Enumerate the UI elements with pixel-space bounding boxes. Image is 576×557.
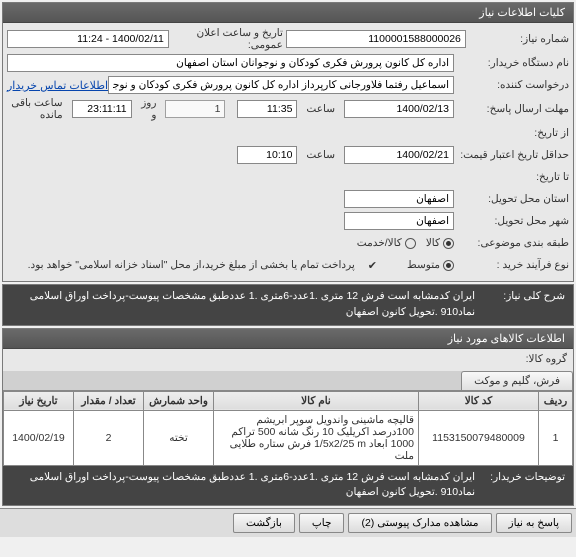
- radio-dot-icon: [443, 238, 454, 249]
- buyer-label: نام دستگاه خریدار:: [454, 57, 569, 69]
- remain-word: ساعت باقی مانده: [7, 97, 66, 121]
- city-field[interactable]: [344, 212, 454, 230]
- budget-label: طبقه بندی موضوعی:: [454, 237, 569, 249]
- radio-service[interactable]: کالا/خدمت: [357, 237, 416, 249]
- table-cell: 2: [74, 410, 144, 465]
- radio-dot-icon: [443, 260, 454, 271]
- radio-dot-icon: [405, 238, 416, 249]
- requester-label: درخواست کننده:: [454, 79, 569, 91]
- radio-mid[interactable]: متوسط: [407, 259, 454, 271]
- time-word-1: ساعت: [303, 103, 338, 115]
- buyer-field[interactable]: [7, 54, 454, 72]
- table-cell: 1153150079480009: [419, 410, 539, 465]
- col-name: نام کالا: [214, 391, 419, 410]
- deadline-time[interactable]: [237, 100, 297, 118]
- panel1-title: کلیات اطلاعات نیاز: [3, 3, 573, 23]
- to-date-label: تا تاریخ:: [454, 171, 569, 183]
- attachments-button[interactable]: مشاهده مدارک پیوستی (2): [348, 513, 491, 533]
- check-icon: ✔: [368, 259, 377, 272]
- table-cell: قالیچه ماشینی واندویل سوپر ابریشم 100درص…: [214, 410, 419, 465]
- process-label: نوع فرآیند خرید :: [454, 259, 569, 271]
- col-unit: واحد شمارش: [144, 391, 214, 410]
- reply-button[interactable]: پاسخ به نیاز: [496, 513, 572, 533]
- state-label: استان محل تحویل:: [454, 193, 569, 205]
- from-date-label: از تاریخ:: [454, 127, 569, 139]
- buyer-notes: ایران کدمشابه است فرش 12 متری .1عدد-6متر…: [11, 470, 475, 502]
- deadline-date[interactable]: [344, 100, 454, 118]
- announce-label: تاریخ و ساعت اعلان عمومی:: [169, 27, 286, 51]
- footer-bar: پاسخ به نیاز مشاهده مدارک پیوستی (2) چاپ…: [0, 508, 576, 537]
- panel-goods-info: اطلاعات کالاهای مورد نیاز گروه کالا: فرش…: [2, 328, 574, 507]
- table-cell: 1: [539, 410, 573, 465]
- requester-field[interactable]: [108, 76, 454, 94]
- need-no-field[interactable]: [286, 30, 466, 48]
- state-field[interactable]: [344, 190, 454, 208]
- table-cell: 1400/02/19: [4, 410, 74, 465]
- announce-field[interactable]: [7, 30, 169, 48]
- tab-bar: فرش، گلیم و موکت: [3, 371, 573, 391]
- valid-date[interactable]: [344, 146, 454, 164]
- days-remain: [165, 100, 225, 118]
- radio-goods[interactable]: کالا: [426, 237, 454, 249]
- tab-carpet[interactable]: فرش، گلیم و موکت: [461, 371, 573, 390]
- valid-time[interactable]: [237, 146, 297, 164]
- col-qty: تعداد / مقدار: [74, 391, 144, 410]
- days-word: روز و: [138, 97, 160, 121]
- buyer-notes-label: توضیحات خریدار:: [475, 470, 565, 502]
- back-button[interactable]: بازگشت: [233, 513, 295, 533]
- col-date: تاریخ نیاز: [4, 391, 74, 410]
- time-remain: [72, 100, 132, 118]
- deadline-label: مهلت ارسال پاسخ:: [454, 103, 569, 115]
- table-cell: تخته: [144, 410, 214, 465]
- desc-title: شرح کلی نیاز:: [475, 289, 565, 321]
- need-no-label: شماره نیاز:: [466, 33, 569, 45]
- payment-note: پرداخت تمام یا بخشی از مبلغ خرید،از محل …: [25, 259, 358, 271]
- time-word-2: ساعت: [303, 149, 338, 161]
- panel3-title: اطلاعات کالاهای مورد نیاز: [3, 329, 573, 349]
- city-label: شهر محل تحویل:: [454, 215, 569, 227]
- col-row: ردیف: [539, 391, 573, 410]
- valid-label: حداقل تاریخ اعتبار قیمت:: [454, 149, 569, 161]
- goods-table: ردیف کد کالا نام کالا واحد شمارش تعداد /…: [3, 391, 573, 466]
- group-label: گروه کالا:: [497, 353, 567, 365]
- contact-link[interactable]: اطلاعات تماس خریدار: [7, 79, 108, 92]
- print-button[interactable]: چاپ: [299, 513, 345, 533]
- panel1-body: شماره نیاز: تاریخ و ساعت اعلان عمومی: نا…: [3, 23, 573, 281]
- desc-text: ایران کدمشابه است فرش 12 متری .1عدد-6متر…: [11, 289, 475, 321]
- col-code: کد کالا: [419, 391, 539, 410]
- table-row[interactable]: 11153150079480009قالیچه ماشینی واندویل س…: [4, 410, 573, 465]
- panel-need-desc: شرح کلی نیاز: ایران کدمشابه است فرش 12 م…: [2, 284, 574, 326]
- panel-need-general: کلیات اطلاعات نیاز شماره نیاز: تاریخ و س…: [2, 2, 574, 282]
